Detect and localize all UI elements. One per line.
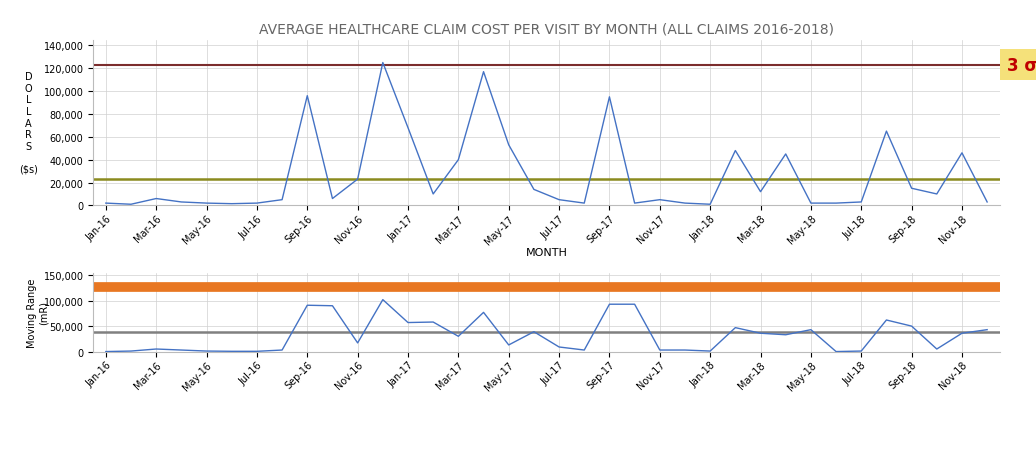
Text: 3 σ: 3 σ (1007, 57, 1036, 75)
Y-axis label: Moving Range
(mR): Moving Range (mR) (27, 278, 49, 347)
Y-axis label: D
O
L
L
A
R
S

($s): D O L L A R S ($s) (19, 72, 38, 175)
X-axis label: MONTH: MONTH (525, 248, 568, 258)
Title: AVERAGE HEALTHCARE CLAIM COST PER VISIT BY MONTH (ALL CLAIMS 2016-2018): AVERAGE HEALTHCARE CLAIM COST PER VISIT … (259, 23, 834, 37)
